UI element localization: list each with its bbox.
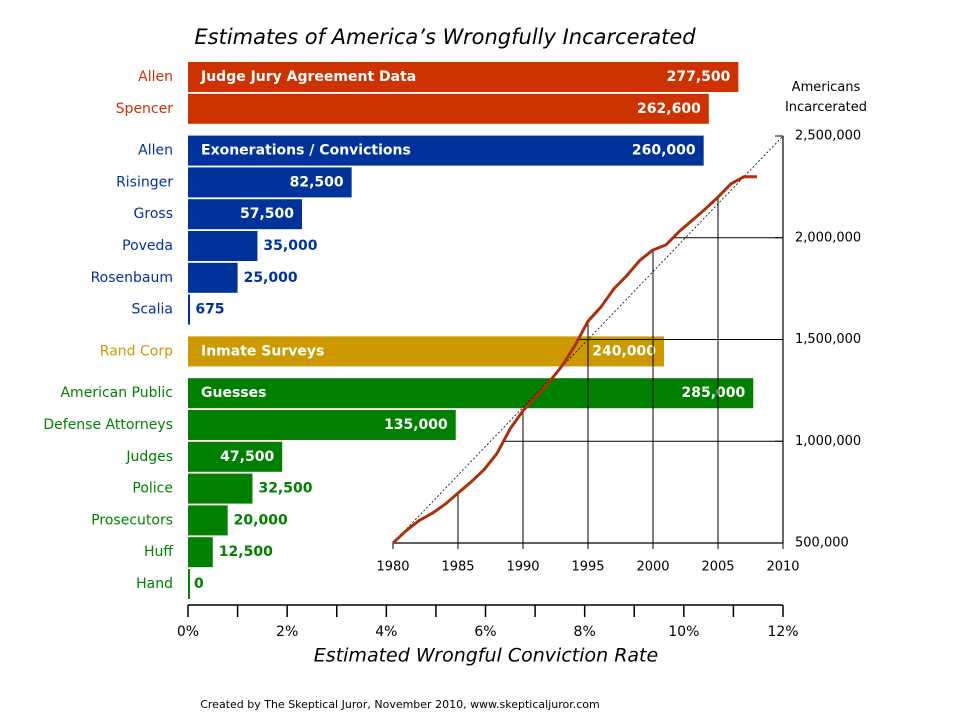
- bar: [188, 336, 664, 367]
- x-tick-label: 12%: [767, 624, 798, 640]
- category-label: Risinger: [116, 174, 173, 190]
- value-label: 262,600: [637, 101, 701, 117]
- category-label: Rand Corp: [100, 343, 173, 359]
- bar: [188, 262, 238, 293]
- x-tick-label: 2010: [766, 560, 799, 575]
- category-label: Scalia: [131, 302, 173, 318]
- y-tick-label: 2,000,000: [795, 230, 861, 245]
- group-label: Judge Jury Agreement Data: [200, 69, 416, 85]
- category-label: Allen: [138, 69, 173, 85]
- x-tick-label: 8%: [574, 624, 596, 640]
- value-label: 277,500: [667, 69, 731, 85]
- chart-title: Estimates of America’s Wrongfully Incarc…: [194, 25, 696, 49]
- bar: [188, 410, 456, 440]
- value-label: 285,000: [681, 385, 745, 401]
- x-tick-label: 1980: [376, 560, 409, 575]
- bar: [188, 473, 253, 504]
- bar: [188, 93, 709, 124]
- bar: [188, 231, 258, 261]
- x-tick-label: 2%: [276, 624, 298, 640]
- bar: [188, 378, 754, 409]
- bar: [188, 294, 190, 325]
- category-label: Prosecutors: [91, 512, 173, 528]
- category-label: Allen: [138, 143, 173, 159]
- category-label: Judges: [125, 449, 173, 465]
- category-label: Huff: [144, 544, 173, 560]
- category-label: Rosenbaum: [91, 270, 173, 286]
- value-label: 20,000: [234, 512, 288, 528]
- x-tick-label: 2005: [701, 560, 734, 575]
- value-label: 0: [194, 576, 204, 592]
- bar: [188, 135, 704, 166]
- category-label: Gross: [134, 206, 173, 222]
- category-label: Police: [132, 481, 173, 497]
- y-tick-label: 1,000,000: [795, 434, 861, 449]
- value-label: 25,000: [244, 270, 298, 286]
- x-tick-label: 1990: [506, 560, 539, 575]
- category-label: Spencer: [116, 101, 174, 117]
- bar: [188, 569, 190, 599]
- value-label: 135,000: [384, 417, 448, 433]
- y-tick-label: 1,500,000: [795, 332, 861, 347]
- bar: [188, 199, 303, 230]
- group-label: Inmate Surveys: [201, 343, 324, 359]
- value-label: 12,500: [219, 544, 273, 560]
- x-tick-label: 6%: [474, 624, 496, 640]
- value-label: 35,000: [263, 238, 317, 254]
- x-tick-label: 1995: [571, 560, 604, 575]
- value-label: 260,000: [632, 143, 696, 159]
- x-tick-label: 2000: [636, 560, 669, 575]
- bar: [188, 505, 228, 536]
- group-label: Guesses: [201, 385, 266, 401]
- value-label: 47,500: [220, 449, 274, 465]
- value-label: 32,500: [258, 481, 312, 497]
- value-label: 675: [195, 302, 224, 318]
- bar: [188, 441, 283, 472]
- bar: [188, 537, 213, 568]
- bar: [188, 167, 352, 198]
- value-label: 240,000: [592, 343, 656, 359]
- category-label: Poveda: [122, 238, 173, 254]
- value-label: 82,500: [290, 174, 344, 190]
- bar: [188, 62, 739, 92]
- x-tick-label: 0%: [177, 624, 199, 640]
- line-series: [391, 175, 757, 545]
- diagonal: [392, 135, 784, 544]
- category-label: American Public: [60, 385, 173, 401]
- footer: Created by The Skeptical Juror, November…: [200, 698, 600, 711]
- y-tick-label: 500,000: [795, 536, 849, 551]
- category-label: Hand: [136, 576, 173, 592]
- y-tick-label: 2,500,000: [795, 129, 861, 144]
- group-label: Exonerations / Convictions: [201, 143, 411, 159]
- x-tick-label: 4%: [375, 624, 397, 640]
- category-label: Defense Attorneys: [43, 417, 173, 433]
- value-label: 57,500: [240, 206, 294, 222]
- x-tick-label: 10%: [668, 624, 699, 640]
- x-tick-label: 1985: [441, 560, 474, 575]
- y2-axis-title: Americans Incarcerated: [784, 80, 868, 115]
- x-axis-title: Estimated Wrongful Conviction Rate: [314, 645, 658, 667]
